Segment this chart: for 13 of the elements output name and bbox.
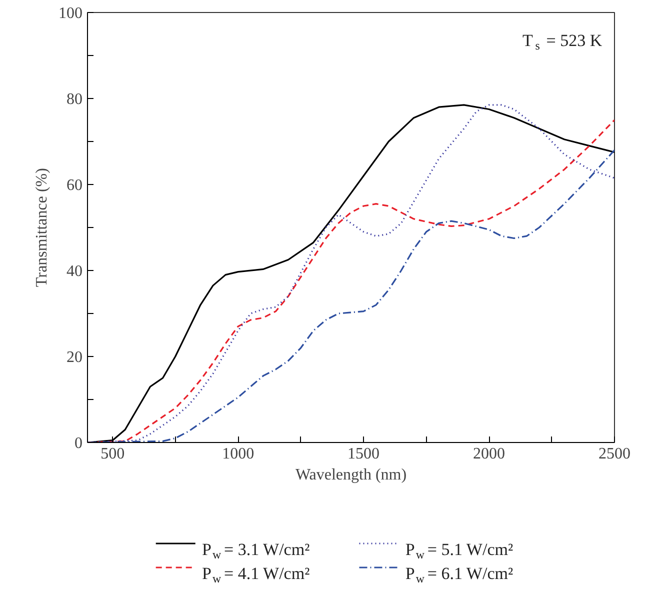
y-tick-label: 20 (66, 349, 82, 366)
x-tick-label: 1000 (222, 446, 254, 462)
y-tick-label: 60 (66, 177, 82, 194)
x-tick-label: 500 (100, 446, 125, 462)
y-tick-label: 40 (66, 263, 82, 280)
x-tick-label: 1500 (348, 446, 380, 462)
y-axis-title: Transmittance (%) (34, 168, 50, 287)
x-tick-label: 2000 (473, 446, 506, 462)
y-tick-label: 100 (58, 5, 82, 22)
x-axis-title: Wavelength (nm) (295, 466, 407, 484)
x-tick-label: 2500 (598, 446, 630, 462)
y-tick-label: 80 (66, 91, 82, 108)
y-tick-label: 0 (74, 435, 82, 452)
